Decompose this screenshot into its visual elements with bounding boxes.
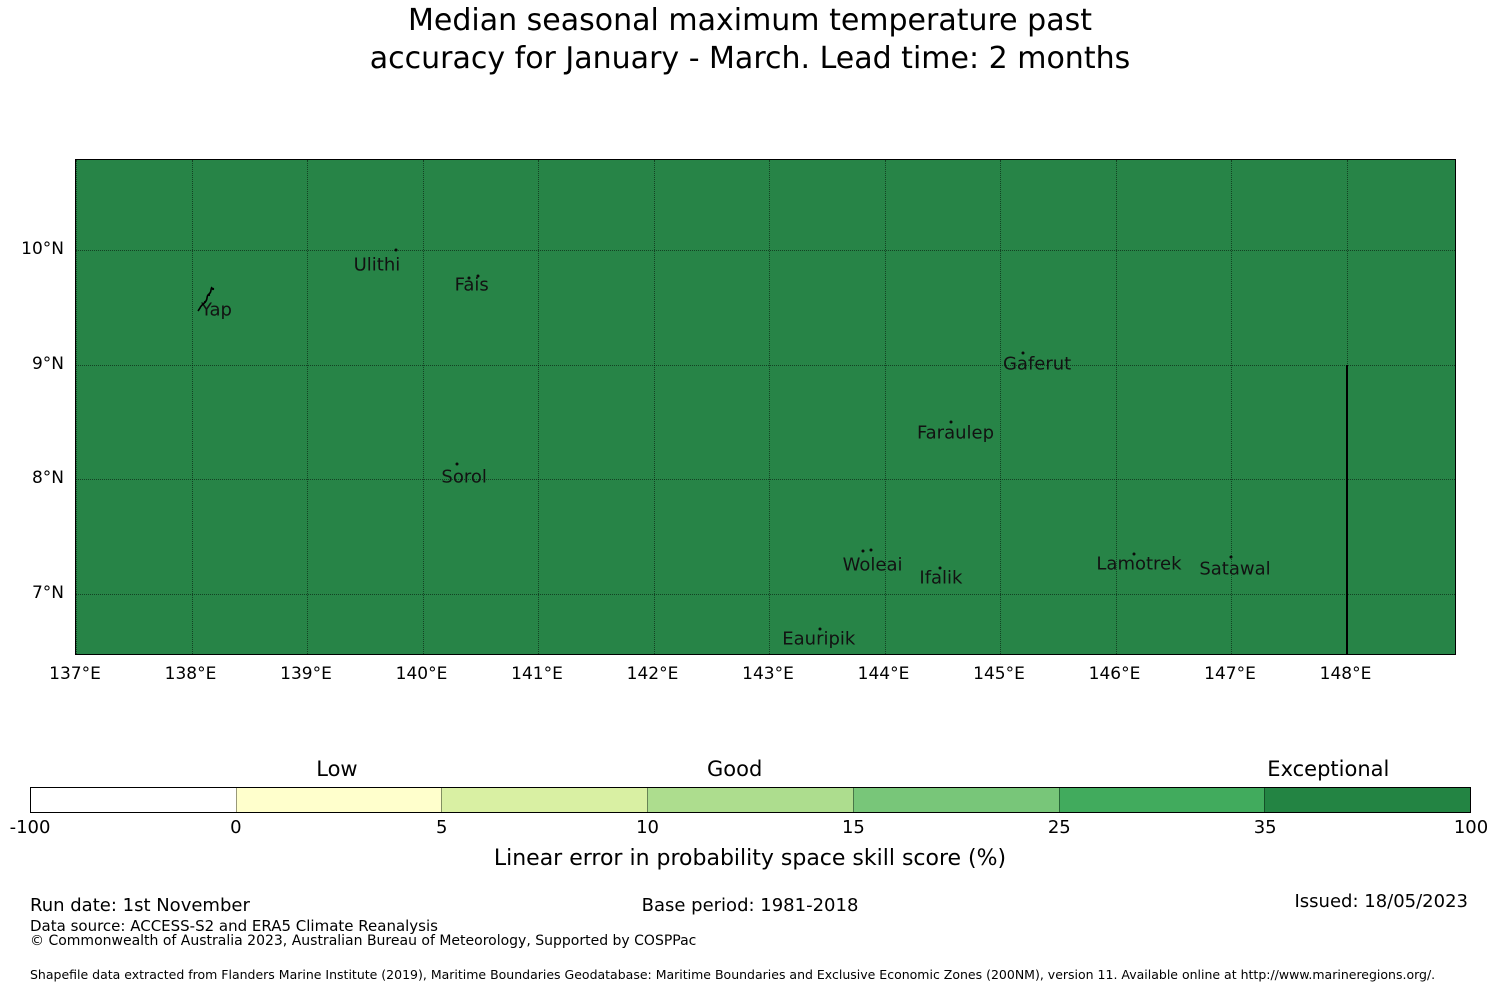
colorbar-tick-label: 5 <box>435 817 448 838</box>
figure-title: Median seasonal maximum temperature past… <box>0 2 1500 78</box>
lon-tick-label: 148°E <box>1319 664 1372 684</box>
island-label: Lamotrek <box>1096 553 1182 575</box>
lon-tick-label: 139°E <box>280 664 332 684</box>
figure-title-line1: Median seasonal maximum temperature past <box>408 3 1092 38</box>
map-plot: Yap Ulithi Fais Gaferut Faraulep Sorol Woleai I… <box>75 159 1456 655</box>
colorbar-tick-label: 15 <box>841 817 865 838</box>
island-label: Faraulep <box>916 422 995 444</box>
eez-boundary-line <box>1345 364 1348 654</box>
colorbar-segment <box>647 788 853 812</box>
colorbar-category-label: Exceptional <box>1267 757 1390 781</box>
lat-gridline <box>76 364 1455 366</box>
lon-tick-label: 144°E <box>857 664 910 684</box>
footer-copyright: © Commonwealth of Australia 2023, Austra… <box>30 933 697 949</box>
island-dot <box>861 549 865 552</box>
footer-run-date: Run date: 1st November <box>30 895 250 916</box>
island-dot <box>476 274 480 278</box>
island-label: Eauripik <box>782 628 856 649</box>
colorbar-segment <box>31 788 236 812</box>
island-label: Woleai <box>842 554 903 575</box>
figure-title-line2: accuracy for January - March. Lead time:… <box>369 41 1131 76</box>
lat-tick-label: 7°N <box>31 583 64 604</box>
footer-issued: Issued: 18/05/2023 <box>1294 891 1468 912</box>
colorbar-category-label: Good <box>706 757 763 781</box>
island-dot <box>467 276 471 280</box>
lat-tick-label: 10°N <box>21 239 64 259</box>
colorbar-segment <box>441 788 648 812</box>
island-dot <box>818 627 822 630</box>
colorbar-segment <box>235 788 442 812</box>
colorbar-segment <box>1264 788 1471 812</box>
lon-gridline <box>769 160 770 654</box>
footer-data-source: Data source: ACCESS-S2 and ERA5 Climate … <box>30 917 438 935</box>
island-label: Yap <box>201 299 232 321</box>
yap-island-outline <box>196 286 220 313</box>
colorbar-category-label: Low <box>316 757 358 781</box>
lon-tick-label: 140°E <box>395 664 448 684</box>
lon-tick-label: 145°E <box>973 664 1025 684</box>
lon-tick-label: 142°E <box>626 664 679 684</box>
lon-gridline <box>1231 160 1232 654</box>
island-dot <box>938 566 942 570</box>
island-label: Ulithi <box>353 254 401 276</box>
lon-gridline <box>422 160 424 654</box>
island-dot <box>869 548 873 551</box>
island-dot <box>455 462 459 466</box>
lon-gridline <box>191 160 193 654</box>
footer-shapefile-note: Shapefile data extracted from Flanders M… <box>30 967 1436 982</box>
lat-tick-label: 8°N <box>31 468 64 489</box>
lon-tick-label: 138°E <box>164 664 217 684</box>
lon-gridline <box>1115 160 1117 654</box>
lon-gridline <box>884 160 886 654</box>
lon-gridline <box>76 160 77 654</box>
footer-base-period: Base period: 1981-2018 <box>641 895 859 916</box>
island-label: Ifalik <box>919 567 963 589</box>
colorbar-tick-label: -100 <box>9 817 51 838</box>
colorbar-tick-label: 100 <box>1453 817 1489 838</box>
colorbar-segment <box>1058 788 1265 812</box>
lat-tick-label: 9°N <box>31 353 64 374</box>
colorbar-tick-label: 0 <box>230 817 242 838</box>
lon-gridline <box>1000 160 1001 654</box>
colorbar-tick-label: 35 <box>1253 817 1277 838</box>
island-dot <box>949 420 953 424</box>
lat-gridline <box>76 479 1455 481</box>
colorbar-tick-label: 10 <box>636 817 660 838</box>
island-label: Satawal <box>1199 558 1271 580</box>
lon-tick-label: 147°E <box>1204 664 1256 684</box>
colorbar-segment <box>852 788 1059 812</box>
lat-gridline <box>76 250 1455 251</box>
island-label: Gaferut <box>1002 353 1072 375</box>
colorbar-tick-label: 25 <box>1047 817 1071 838</box>
lon-gridline <box>307 160 308 654</box>
island-dot <box>1132 552 1136 556</box>
island-dot <box>1021 351 1025 355</box>
lon-tick-label: 141°E <box>511 664 563 684</box>
island-dot <box>1229 555 1233 559</box>
island-label: Fais <box>454 274 489 296</box>
island-label: Sorol <box>441 466 487 488</box>
island-dot <box>394 248 398 252</box>
lon-tick-label: 137°E <box>49 664 101 684</box>
lon-tick-label: 143°E <box>742 664 794 684</box>
lon-tick-label: 146°E <box>1088 664 1141 684</box>
colorbar-axis-label: Linear error in probability space skill … <box>493 846 1007 871</box>
lat-gridline <box>76 594 1455 596</box>
lon-gridline <box>538 160 539 654</box>
colorbar <box>30 787 1471 813</box>
lon-gridline <box>653 160 655 654</box>
